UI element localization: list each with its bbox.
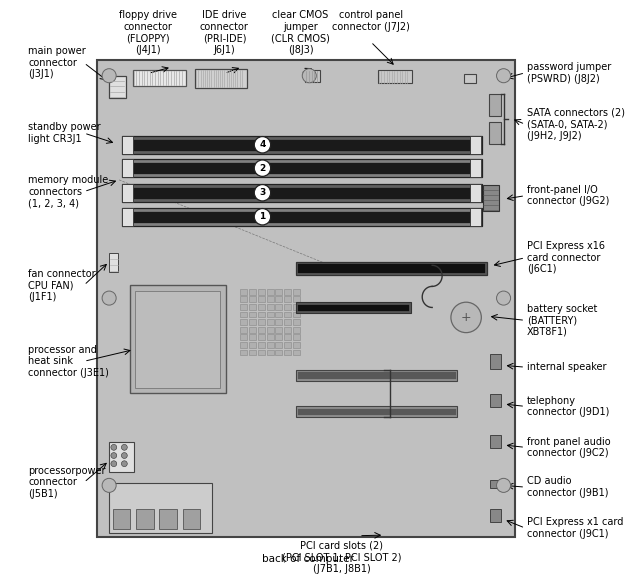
Bar xyxy=(240,327,248,333)
Circle shape xyxy=(254,209,271,225)
Bar xyxy=(489,435,502,448)
Circle shape xyxy=(496,69,511,83)
Bar xyxy=(240,319,248,325)
Bar xyxy=(464,74,476,83)
Bar xyxy=(159,509,177,529)
Bar xyxy=(275,289,282,295)
Text: 1: 1 xyxy=(259,212,266,221)
Bar xyxy=(125,140,476,151)
Bar xyxy=(109,483,212,533)
Bar xyxy=(109,253,118,272)
Bar xyxy=(122,184,132,202)
Text: CD audio
connector (J9B1): CD audio connector (J9B1) xyxy=(527,476,608,498)
Bar xyxy=(293,312,300,318)
Bar xyxy=(275,319,282,325)
Bar xyxy=(267,350,273,356)
Circle shape xyxy=(122,453,127,459)
Circle shape xyxy=(496,479,511,492)
Circle shape xyxy=(254,136,271,153)
Text: processor and
heat sink
connector (J3E1): processor and heat sink connector (J3E1) xyxy=(28,345,109,378)
Bar xyxy=(267,289,273,295)
Circle shape xyxy=(496,291,511,305)
Bar xyxy=(113,509,130,529)
Circle shape xyxy=(302,69,316,83)
Bar xyxy=(249,342,256,348)
Bar xyxy=(284,350,291,356)
Text: front-panel I/O
connector (J9G2): front-panel I/O connector (J9G2) xyxy=(527,185,610,206)
Bar xyxy=(125,163,476,174)
Text: back of computer: back of computer xyxy=(262,553,354,563)
Bar xyxy=(293,296,300,302)
Circle shape xyxy=(102,291,116,305)
Bar xyxy=(109,442,134,473)
Bar xyxy=(258,335,265,340)
Text: processorpower
connector
(J5B1): processorpower connector (J5B1) xyxy=(28,466,106,499)
Text: memory module
connectors
(1, 2, 3, 4): memory module connectors (1, 2, 3, 4) xyxy=(28,175,109,208)
Bar xyxy=(240,296,248,302)
Bar xyxy=(130,285,226,393)
Bar xyxy=(97,60,515,537)
Bar xyxy=(258,350,265,356)
Bar xyxy=(284,327,291,333)
Bar xyxy=(284,335,291,340)
Text: PCI Express x16
card connector
(J6C1): PCI Express x16 card connector (J6C1) xyxy=(527,241,605,275)
Bar xyxy=(258,342,265,348)
Bar xyxy=(258,296,265,302)
Bar xyxy=(275,342,282,348)
Bar xyxy=(136,291,221,387)
Bar xyxy=(267,296,273,302)
Bar xyxy=(183,509,201,529)
Bar xyxy=(489,509,502,522)
Text: telephony
connector (J9D1): telephony connector (J9D1) xyxy=(527,396,610,417)
Bar xyxy=(296,406,457,417)
Text: floppy drive
connector
(FLOPPY)
(J4J1): floppy drive connector (FLOPPY) (J4J1) xyxy=(120,10,177,55)
Bar xyxy=(249,312,256,318)
Bar xyxy=(249,296,256,302)
Text: internal speaker: internal speaker xyxy=(527,362,606,372)
Text: SATA connectors (2)
(SATA-0, SATA-2)
(J9H2, J9J2): SATA connectors (2) (SATA-0, SATA-2) (J9… xyxy=(527,108,625,141)
Bar xyxy=(296,370,457,380)
Bar xyxy=(132,71,186,86)
Bar xyxy=(258,312,265,318)
Bar xyxy=(305,71,320,82)
Text: battery socket
(BATTERY)
XBT8F1): battery socket (BATTERY) XBT8F1) xyxy=(527,304,597,337)
Bar xyxy=(296,302,410,313)
Bar xyxy=(267,342,273,348)
Text: 3: 3 xyxy=(259,188,266,197)
Text: 4: 4 xyxy=(259,141,266,149)
Circle shape xyxy=(111,445,117,450)
Bar xyxy=(284,342,291,348)
Circle shape xyxy=(122,445,127,450)
Text: PCI card slots (2)
(PCI SLOT 1, PCI SLOT 2)
(J7B1, J8B1): PCI card slots (2) (PCI SLOT 1, PCI SLOT… xyxy=(282,540,401,574)
Bar xyxy=(284,296,291,302)
Bar xyxy=(275,304,282,310)
Bar xyxy=(489,394,502,407)
Text: 2: 2 xyxy=(259,163,266,173)
Bar xyxy=(122,159,132,177)
Bar xyxy=(284,319,291,325)
Bar xyxy=(296,262,487,275)
Bar xyxy=(267,304,273,310)
Bar xyxy=(240,335,248,340)
Bar xyxy=(275,350,282,356)
Bar xyxy=(489,122,501,144)
Bar xyxy=(489,94,501,116)
Bar xyxy=(293,319,300,325)
Circle shape xyxy=(451,302,482,333)
Text: control panel
connector (J7J2): control panel connector (J7J2) xyxy=(332,10,410,32)
Circle shape xyxy=(254,185,271,201)
Bar xyxy=(249,289,256,295)
Bar xyxy=(122,159,482,177)
Text: clear CMOS
jumper
(CLR CMOS)
(J8J3): clear CMOS jumper (CLR CMOS) (J8J3) xyxy=(271,10,330,55)
Bar xyxy=(482,185,499,211)
Bar xyxy=(249,335,256,340)
Bar xyxy=(470,136,481,153)
Bar xyxy=(293,289,300,295)
Bar xyxy=(122,184,482,202)
Bar xyxy=(122,208,482,226)
Bar xyxy=(258,319,265,325)
Text: PCI Express x1 card
connector (J9C1): PCI Express x1 card connector (J9C1) xyxy=(527,517,623,539)
Bar xyxy=(284,312,291,318)
Bar xyxy=(293,304,300,310)
Bar xyxy=(125,188,476,199)
